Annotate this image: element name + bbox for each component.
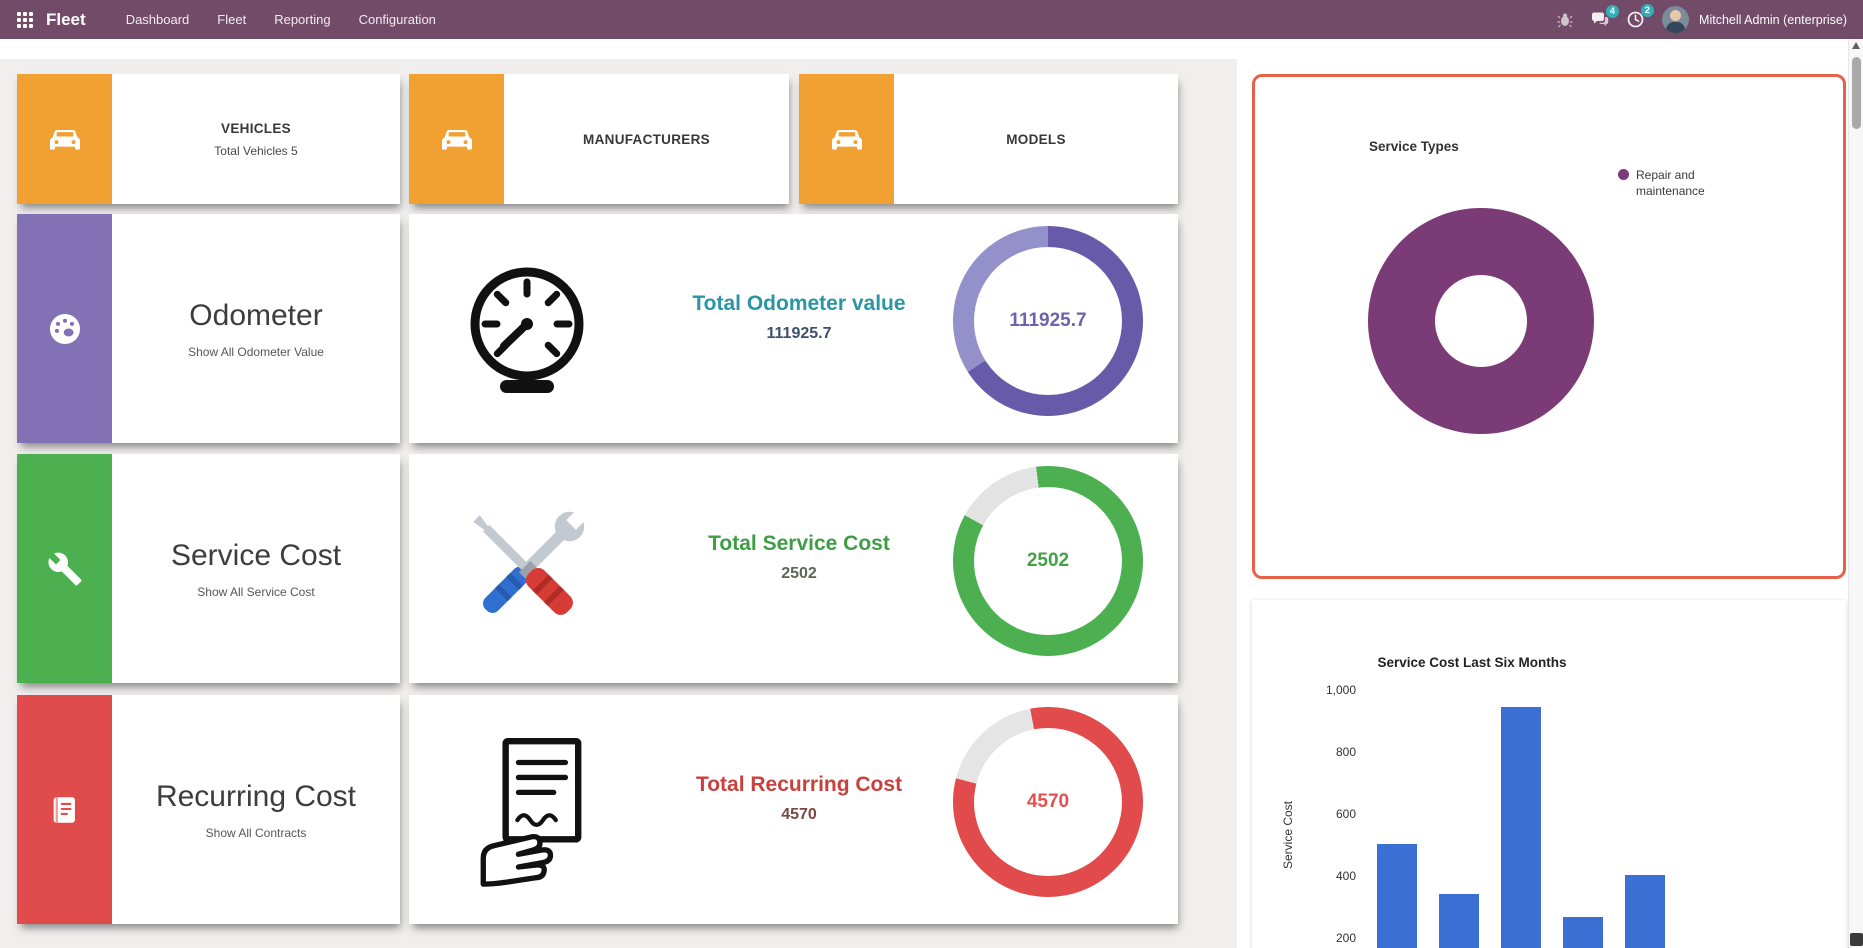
models-card-stripe: [799, 74, 894, 204]
odometer-card[interactable]: Odometer Show All Odometer Value: [17, 214, 400, 443]
y-tick-label: 200: [1335, 931, 1356, 945]
manufacturers-card[interactable]: MANUFACTURERS: [409, 74, 789, 204]
donut-hole: [1435, 275, 1527, 367]
service-cost-gauge-value: 2502: [1026, 550, 1070, 571]
vehicles-card-subtitle: Total Vehicles 5: [214, 143, 298, 158]
recurring-cost-stat-title: Total Recurring Cost: [695, 773, 903, 796]
debug-icon[interactable]: [1557, 12, 1573, 28]
car-icon: [49, 130, 80, 150]
user-menu[interactable]: Mitchell Admin (enterprise): [1699, 12, 1847, 27]
nav-item-configuration[interactable]: Configuration: [358, 12, 436, 27]
contract-icon: [424, 725, 629, 895]
service-cost-stat-card[interactable]: Total Service Cost 2502 2502: [409, 454, 1178, 683]
chat-bubbles-icon: [1592, 12, 1609, 26]
service-cost-stat-title: Total Service Cost: [708, 532, 890, 555]
gauge-icon: [49, 313, 80, 344]
bar[interactable]: [1501, 706, 1541, 948]
activities-count-badge: 2: [1640, 4, 1655, 17]
messages-count-badge: 4: [1605, 4, 1620, 18]
models-card[interactable]: MODELS: [799, 74, 1178, 204]
odometer-subtitle: Show All Odometer Value: [188, 344, 324, 359]
recurring-cost-title: Recurring Cost: [155, 779, 357, 813]
main-menu: Dashboard Fleet Reporting Configuration: [114, 3, 448, 36]
odometer-stat-title: Total Odometer value: [692, 292, 906, 315]
service-cost-gauge: 2502: [953, 466, 1143, 656]
y-tick-label: 1,000: [1325, 683, 1356, 697]
nav-item-reporting[interactable]: Reporting: [274, 12, 331, 27]
page-scrollbar[interactable]: [1848, 39, 1863, 948]
bar[interactable]: [1377, 844, 1417, 948]
service-cost-chart-card: Service Cost Last Six Months Service Cos…: [1252, 600, 1846, 948]
manufacturers-card-title: MANUFACTURERS: [583, 131, 710, 147]
odometer-stat-value: 111925.7: [766, 325, 832, 342]
odometer-card-stripe: [17, 214, 112, 443]
models-card-title: MODELS: [1006, 131, 1066, 147]
recurring-cost-subtitle: Show All Contracts: [205, 825, 307, 840]
legend-swatch: [1618, 169, 1629, 180]
tools-icon: [424, 484, 629, 654]
clock-icon: [1627, 11, 1644, 28]
service-types-donut[interactable]: [1368, 208, 1594, 434]
recurring-cost-card[interactable]: Recurring Cost Show All Contracts: [17, 695, 400, 924]
service-cost-card-stripe: [17, 454, 112, 683]
car-icon: [831, 130, 862, 150]
speedometer-icon: [424, 244, 629, 414]
bar-chart-title: Service Cost Last Six Months: [1377, 655, 1567, 670]
service-cost-stat-value: 2502: [781, 565, 817, 582]
activities-button[interactable]: 2: [1627, 4, 1655, 28]
y-tick-label: 600: [1335, 807, 1356, 821]
odometer-gauge: 111925.7: [953, 226, 1143, 416]
top-navbar: Fleet Dashboard Fleet Reporting Configur…: [0, 0, 1863, 39]
navbar-right: 4 2 Mitchell Admin (enterprise): [1557, 4, 1847, 33]
recurring-cost-stat-value: 4570: [781, 806, 817, 823]
service-cost-subtitle: Show All Service Cost: [197, 584, 315, 599]
recurring-cost-stat-card[interactable]: Total Recurring Cost 4570 4570: [409, 695, 1178, 924]
odometer-gauge-value: 111925.7: [1009, 310, 1087, 331]
nav-item-fleet[interactable]: Fleet: [217, 12, 247, 27]
app-brand[interactable]: Fleet: [46, 9, 86, 29]
bar[interactable]: [1563, 917, 1603, 948]
bar[interactable]: [1439, 894, 1479, 948]
odometer-stat-card[interactable]: Total Odometer value 111925.7 111925.7: [409, 214, 1178, 443]
chart-legend[interactable]: Repair and maintenance: [1618, 167, 1714, 199]
y-tick-label: 400: [1335, 869, 1356, 883]
car-icon: [441, 130, 472, 150]
scroll-down-button[interactable]: [1850, 933, 1863, 946]
odometer-title: Odometer: [189, 298, 323, 332]
legend-label: Repair and maintenance: [1636, 168, 1705, 199]
apps-grid-icon[interactable]: [16, 11, 34, 29]
y-tick-label: 800: [1335, 745, 1356, 759]
book-icon: [53, 796, 75, 823]
recurring-cost-card-stripe: [17, 695, 112, 924]
vehicles-card-title: VEHICLES: [221, 120, 291, 136]
vehicles-card[interactable]: VEHICLES Total Vehicles 5: [17, 74, 400, 204]
user-avatar[interactable]: [1662, 6, 1690, 33]
bar-chart-plot[interactable]: 200 400 600 800 1,000: [1252, 600, 1846, 948]
recurring-cost-gauge-value: 4570: [1026, 791, 1070, 812]
wrench-icon: [47, 552, 81, 585]
scroll-up-arrow[interactable]: [1852, 42, 1860, 49]
recurring-cost-gauge: 4570: [953, 707, 1143, 897]
nav-item-dashboard[interactable]: Dashboard: [125, 12, 190, 27]
service-cost-card[interactable]: Service Cost Show All Service Cost: [17, 454, 400, 683]
messages-button[interactable]: 4: [1591, 4, 1620, 28]
service-cost-title: Service Cost: [170, 538, 342, 572]
service-types-chart-title: Service Types: [1369, 139, 1459, 154]
scroll-thumb[interactable]: [1852, 57, 1861, 129]
service-types-card: Service Types Repair and maintenance: [1252, 74, 1846, 579]
vehicles-card-stripe: [17, 74, 112, 204]
manufacturers-card-stripe: [409, 74, 504, 204]
bar[interactable]: [1625, 875, 1665, 948]
